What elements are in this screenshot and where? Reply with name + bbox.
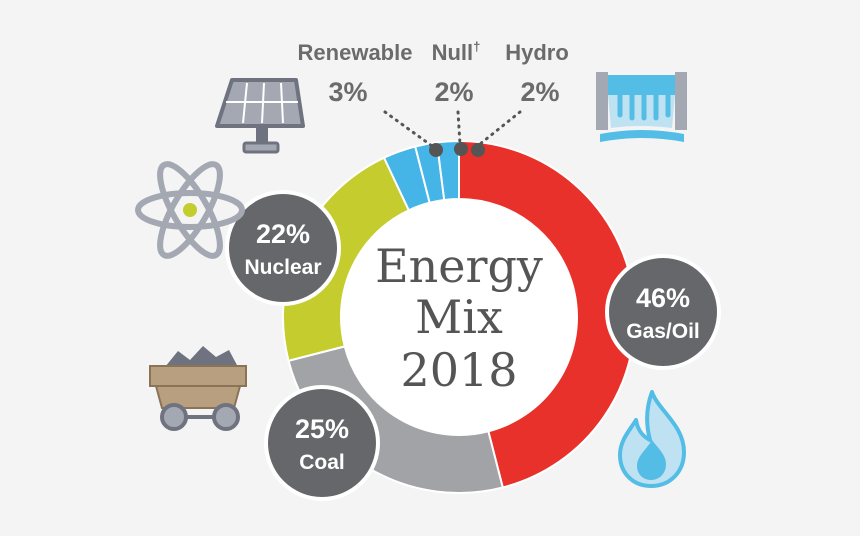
gas-name: Gas/Oil: [626, 320, 700, 343]
null-value: 2%: [434, 77, 473, 107]
coal-value: 25%: [295, 414, 349, 444]
renewable-label: Renewable 3%: [298, 40, 413, 107]
null-label: Null† 2%: [432, 39, 481, 107]
dam-icon: [596, 72, 687, 142]
nuclear-value: 22%: [256, 219, 310, 249]
nuclear-name: Nuclear: [244, 256, 321, 279]
center-circle: [341, 199, 577, 435]
center-title-line-3: 2018: [400, 343, 517, 397]
renewable-value: 3%: [328, 77, 367, 107]
center-title-line-1: Energy: [375, 239, 543, 293]
coal-bubble: 25% Coal: [264, 385, 380, 501]
solar-panel-icon: [215, 78, 305, 154]
null-dot: [454, 142, 468, 156]
renewable-leader: [383, 110, 434, 148]
nuclear-bubble: 22% Nuclear: [225, 190, 341, 306]
atom-icon: [135, 161, 245, 259]
coal-name: Coal: [299, 451, 345, 474]
leader-lines: [383, 110, 522, 148]
null-leader: [456, 110, 462, 146]
hydro-value: 2%: [520, 77, 559, 107]
renewable-name: Renewable: [298, 40, 413, 65]
leader-dots: [429, 142, 485, 157]
hydro-name: Hydro: [505, 40, 569, 65]
gas-bubble: 46% Gas/Oil: [605, 254, 721, 370]
renewable-dot: [429, 143, 443, 157]
coal-cart-icon: [149, 346, 247, 431]
hydro-leader: [478, 110, 522, 146]
null-name: Null†: [432, 39, 481, 65]
hydro-label: Hydro 2%: [505, 40, 569, 107]
center-title-line-2: Mix: [415, 290, 503, 344]
hydro-dot: [471, 143, 485, 157]
flame-icon: [618, 390, 686, 488]
gas-value: 46%: [636, 283, 690, 313]
